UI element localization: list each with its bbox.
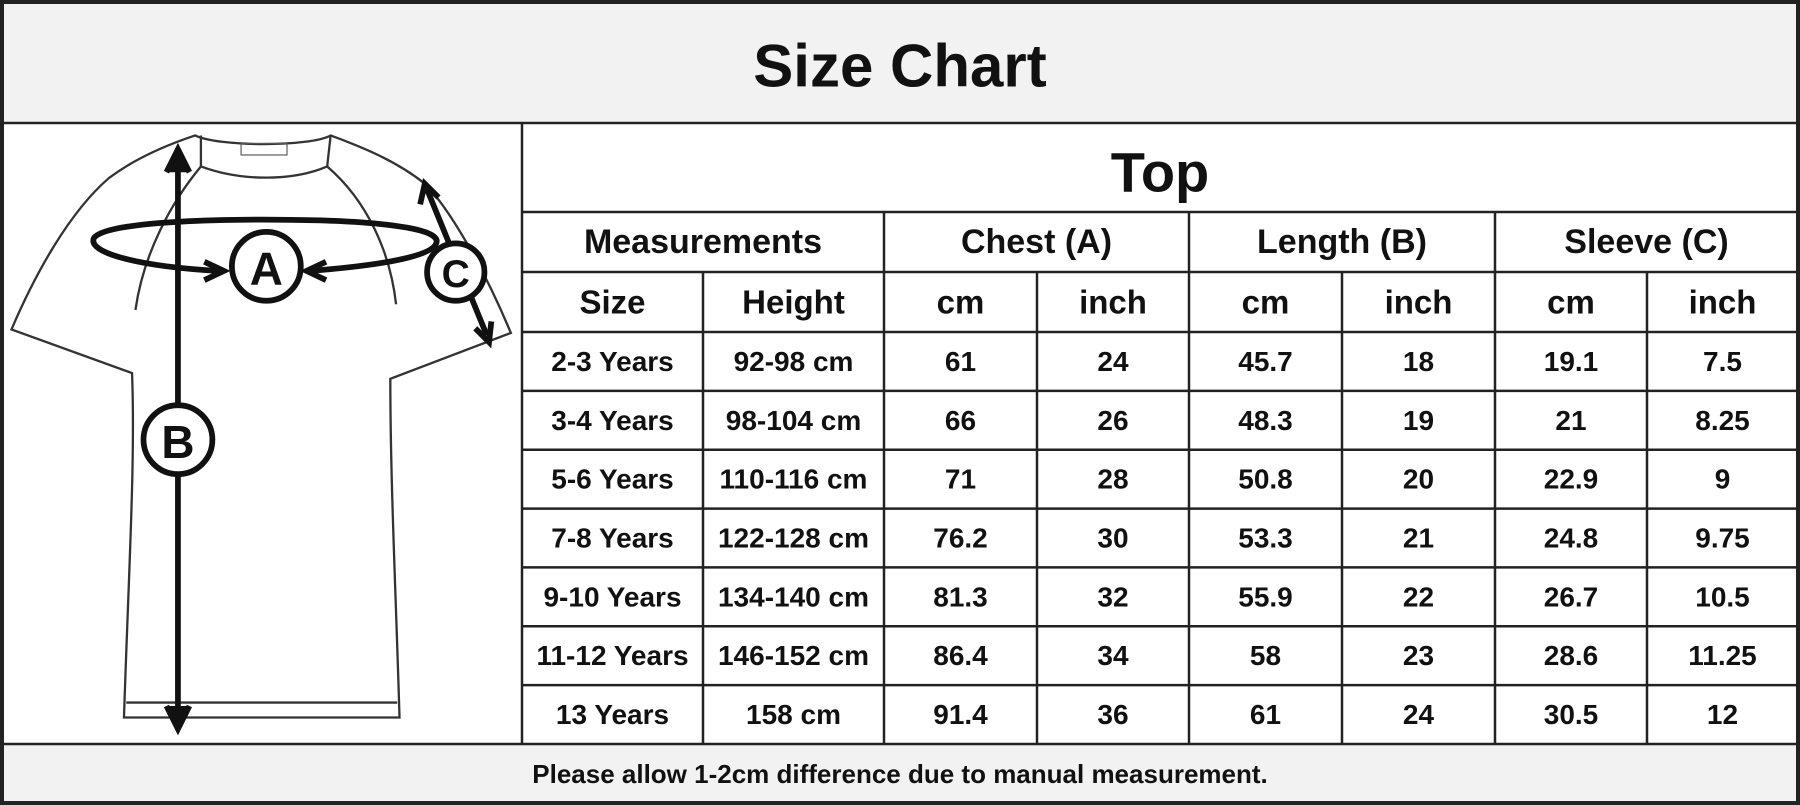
- cell: 3-4 Years: [551, 405, 674, 436]
- group-header: Chest (A): [961, 223, 1112, 261]
- cell: 134-140 cm: [718, 581, 869, 612]
- cell: 26.7: [1544, 581, 1599, 612]
- column-header: Height: [742, 284, 845, 321]
- column-header: cm: [1242, 284, 1290, 321]
- cell: 11.25: [1688, 640, 1757, 671]
- label-c: C: [442, 253, 470, 296]
- cell: 22.9: [1544, 464, 1599, 495]
- cell: 66: [945, 405, 976, 436]
- cell: 36: [1097, 699, 1128, 730]
- cell: 9.75: [1695, 523, 1750, 554]
- cell: 7-8 Years: [551, 523, 674, 554]
- cell: 30.5: [1544, 699, 1599, 730]
- cell: 92-98 cm: [734, 346, 854, 377]
- cell: 146-152 cm: [718, 640, 869, 671]
- column-header: cm: [937, 284, 985, 321]
- column-header: cm: [1547, 284, 1595, 321]
- cell: 53.3: [1238, 523, 1293, 554]
- cell: 98-104 cm: [726, 405, 861, 436]
- cell: 12: [1707, 699, 1738, 730]
- cell: 50.8: [1238, 464, 1293, 495]
- cell: 10.5: [1695, 581, 1750, 612]
- cell: 24.8: [1544, 523, 1599, 554]
- label-circle: [140, 402, 216, 477]
- cell: 32: [1097, 581, 1128, 612]
- title: Size Chart: [753, 33, 1046, 100]
- cell: 91.4: [933, 699, 988, 730]
- cell: 28: [1097, 464, 1128, 495]
- cell: 20: [1403, 464, 1434, 495]
- cell: 19: [1403, 405, 1434, 436]
- label-circle: [424, 240, 488, 304]
- table: Measurements Chest (A) Length (B) Sleeve (C…: [0, 121, 1800, 746]
- label-circle: [229, 229, 304, 304]
- cell: 9-10 Years: [543, 581, 681, 612]
- column-header: Size: [579, 284, 645, 321]
- cell: 158 cm: [746, 699, 841, 730]
- cell: 24: [1097, 346, 1129, 377]
- cell: 21: [1555, 405, 1586, 436]
- cell: 61: [1250, 699, 1281, 730]
- cell: 110-116 cm: [720, 464, 868, 495]
- cell: 86.4: [933, 640, 988, 671]
- group-header: Measurements: [584, 223, 822, 261]
- cell: 48.3: [1238, 405, 1293, 436]
- cell: 8.25: [1695, 405, 1750, 436]
- cell: 18: [1403, 346, 1434, 377]
- cell: 13 Years: [556, 699, 669, 730]
- cell: 122-128 cm: [718, 523, 869, 554]
- cell: 24: [1403, 699, 1435, 730]
- cell: 55.9: [1238, 581, 1293, 612]
- section-title: Top: [1111, 141, 1209, 204]
- title-band: [0, 0, 1800, 123]
- group-header: Length (B): [1257, 223, 1427, 261]
- shirt-diagram: A B C: [9, 134, 513, 736]
- cell: 7.5: [1703, 346, 1742, 377]
- cell: 2-3 Years: [551, 346, 674, 377]
- cell: 5-6 Years: [551, 464, 674, 495]
- column-header: inch: [1689, 284, 1757, 321]
- cell: 26: [1097, 405, 1128, 436]
- cell: 58: [1250, 640, 1281, 671]
- group-header: Sleeve (C): [1564, 223, 1728, 261]
- cell: 34: [1097, 640, 1129, 671]
- cell: 21: [1403, 523, 1434, 554]
- shirt-outline: [9, 134, 513, 719]
- cell: 30: [1097, 523, 1128, 554]
- footer-band: [0, 744, 1800, 805]
- collar: [199, 135, 332, 179]
- cell: 28.6: [1544, 640, 1599, 671]
- cell: 9: [1715, 464, 1731, 495]
- note: Please allow 1-2cm difference due to man…: [532, 759, 1268, 789]
- label-a: A: [250, 243, 283, 295]
- label-b: B: [161, 416, 194, 468]
- cell: 61: [945, 346, 976, 377]
- tag: [240, 142, 288, 156]
- column-header: inch: [1385, 284, 1453, 321]
- cell: 45.7: [1238, 346, 1293, 377]
- cell: 11-12 Years: [536, 640, 688, 671]
- cell: 81.3: [933, 581, 988, 612]
- cell: 71: [945, 464, 976, 495]
- raglan-seams: [134, 165, 398, 311]
- cell: 22: [1403, 581, 1434, 612]
- column-header: inch: [1079, 284, 1147, 321]
- cell: 76.2: [933, 523, 988, 554]
- cell: 19.1: [1544, 346, 1599, 377]
- cell: 23: [1403, 640, 1434, 671]
